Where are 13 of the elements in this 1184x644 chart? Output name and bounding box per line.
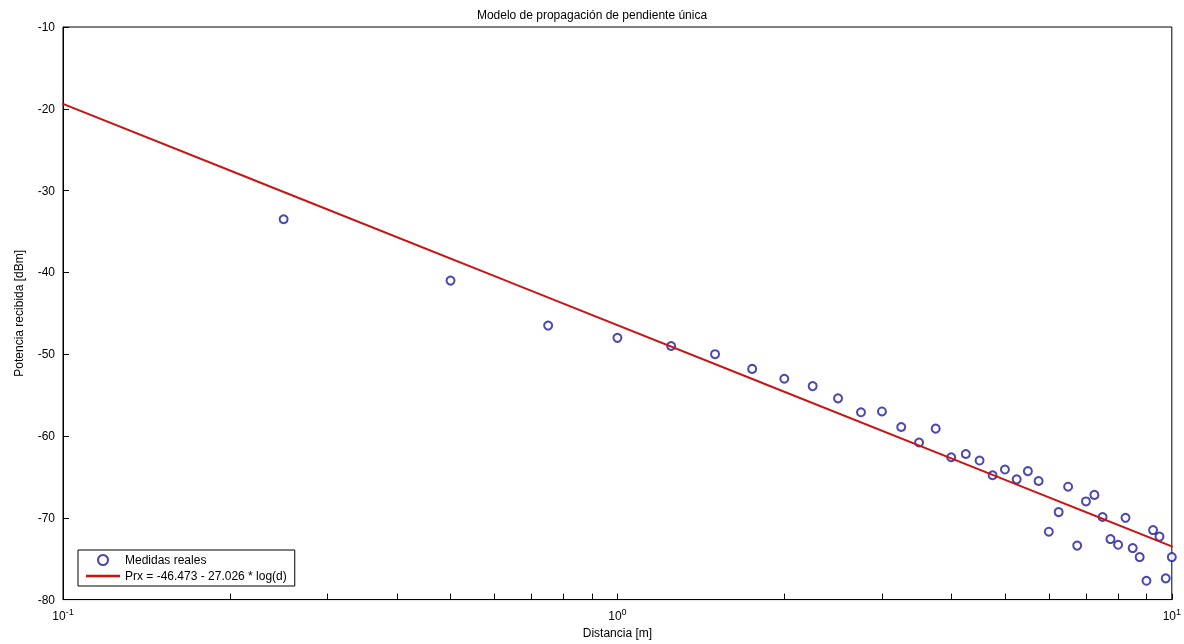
chart-title: Modelo de propagación de pendiente única [476,8,708,22]
y-tick-label: -10 [37,20,56,34]
y-axis-title: Potencia recibida [dBm] [12,249,26,377]
legend-label: Prx = -46.473 - 27.026 * log(d) [125,569,287,583]
y-tick-label: -30 [37,183,56,198]
y-tick-label: -40 [37,265,56,280]
y-tick-label: -80 [37,592,56,607]
x-axis-title: Distancia [m] [582,626,653,640]
y-tick-label: -50 [37,347,56,362]
legend-label: Medidas reales [125,553,207,567]
y-tick-label: -70 [37,510,56,525]
y-tick-label: -20 [37,101,56,116]
y-tick-label: -60 [37,429,56,443]
